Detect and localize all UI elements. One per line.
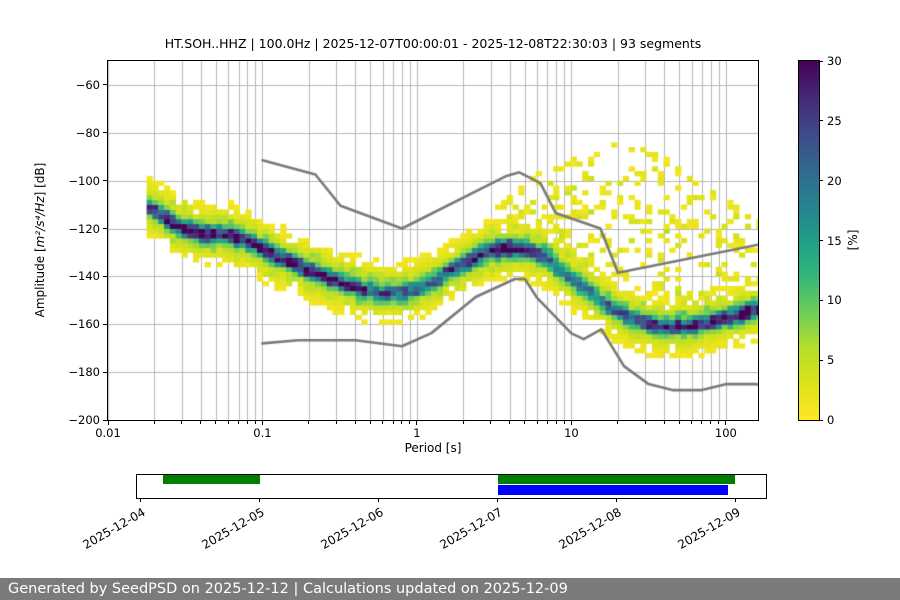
x-minor-tick xyxy=(701,421,703,424)
x-minor-tick xyxy=(335,421,337,424)
y-tick-label: −180 xyxy=(68,365,100,380)
colorbar-unit-label: [%] xyxy=(846,229,860,251)
x-tick xyxy=(107,421,109,425)
x-minor-tick xyxy=(215,421,217,424)
colorbar-tick xyxy=(819,120,823,122)
x-minor-tick xyxy=(710,421,712,424)
x-tick-label: 1 xyxy=(413,426,421,440)
x-minor-tick xyxy=(409,421,411,424)
footer-bar: Generated by SeedPSD on 2025-12-12 | Cal… xyxy=(0,578,900,600)
x-minor-tick xyxy=(308,421,310,424)
y-tick xyxy=(103,419,107,421)
x-minor-tick xyxy=(536,421,538,424)
x-minor-tick xyxy=(462,421,464,424)
x-minor-tick xyxy=(254,421,256,424)
y-tick-label: −200 xyxy=(68,413,100,427)
x-minor-tick xyxy=(555,421,557,424)
x-tick-label: 100 xyxy=(714,426,737,440)
x-tick xyxy=(416,421,418,425)
data-available-bar-2 xyxy=(497,475,736,484)
y-tick xyxy=(103,371,107,373)
x-minor-tick xyxy=(369,421,371,424)
x-minor-tick xyxy=(644,421,646,424)
ppsd-heatmap-canvas xyxy=(107,60,759,421)
x-tick-label: 10 xyxy=(564,426,579,440)
timeline-tick xyxy=(140,498,142,502)
timeline-tick xyxy=(259,498,261,502)
colorbar-tick-label: 25 xyxy=(827,113,842,128)
colorbar-tick xyxy=(819,299,823,301)
y-tick xyxy=(103,84,107,86)
x-tick-label: 0.1 xyxy=(253,426,272,440)
y-tick xyxy=(103,180,107,182)
x-minor-tick xyxy=(153,421,155,424)
x-minor-tick xyxy=(546,421,548,424)
colorbar-tick xyxy=(819,359,823,361)
x-minor-tick xyxy=(524,421,526,424)
timeline-date-label: 2025-12-09 xyxy=(674,505,743,552)
colorbar-tick xyxy=(819,240,823,241)
timeline-tick xyxy=(497,498,499,502)
x-minor-tick xyxy=(509,421,511,424)
x-tick xyxy=(570,421,572,425)
y-tick-label: −140 xyxy=(68,269,100,284)
x-minor-tick xyxy=(227,421,229,424)
y-tick-label: −160 xyxy=(68,317,100,332)
y-tick xyxy=(103,228,107,230)
psd-coverage-bar xyxy=(497,484,728,495)
x-tick-label: 0.01 xyxy=(95,426,121,440)
timeline-tick xyxy=(615,498,617,502)
x-minor-tick xyxy=(392,421,394,424)
x-minor-tick xyxy=(663,421,665,424)
x-minor-tick xyxy=(617,421,619,424)
colorbar-tick xyxy=(819,180,823,182)
x-minor-tick xyxy=(238,421,240,424)
x-minor-tick xyxy=(246,421,248,424)
x-minor-tick xyxy=(490,421,492,424)
colorbar-tick-label: 5 xyxy=(827,353,835,368)
x-minor-tick xyxy=(382,421,384,424)
y-tick xyxy=(103,323,107,325)
timeline-date-label: 2025-12-06 xyxy=(318,505,386,552)
colorbar-tick xyxy=(819,60,823,62)
x-minor-tick xyxy=(678,421,680,424)
x-minor-tick xyxy=(563,421,565,424)
colorbar-tick xyxy=(819,419,823,421)
timeline-date-label: 2025-12-05 xyxy=(199,505,267,552)
timeline-date-label: 2025-12-04 xyxy=(80,505,148,552)
timeline-tick xyxy=(734,498,736,502)
colorbar-tick-label: 15 xyxy=(827,233,842,248)
timeline-date-label: 2025-12-08 xyxy=(556,505,624,552)
x-tick xyxy=(261,421,263,425)
x-minor-tick xyxy=(401,421,403,424)
x-minor-tick xyxy=(181,421,183,424)
colorbar-tick-label: 0 xyxy=(827,413,835,427)
y-tick-label: −120 xyxy=(68,221,100,236)
y-tick-label: −100 xyxy=(68,173,100,188)
x-minor-tick xyxy=(200,421,202,424)
plot-title: HT.SOH..HHZ | 100.0Hz | 2025-12-07T00:00… xyxy=(164,36,702,51)
x-minor-tick xyxy=(718,421,720,424)
y-tick-label: −60 xyxy=(75,77,100,92)
colorbar-tick-label: 10 xyxy=(827,293,842,308)
timeline-tick xyxy=(378,498,380,502)
colorbar-tick-label: 20 xyxy=(827,173,842,188)
footer-text: Generated by SeedPSD on 2025-12-12 | Cal… xyxy=(8,581,568,597)
x-axis-label: Period [s] xyxy=(404,441,462,455)
colorbar-gradient xyxy=(798,60,820,421)
x-minor-tick xyxy=(354,421,356,424)
x-tick xyxy=(725,421,727,425)
colorbar-tick-label: 30 xyxy=(827,54,842,68)
y-tick xyxy=(103,275,107,277)
y-tick xyxy=(103,132,107,134)
y-tick-label: −80 xyxy=(75,125,100,140)
x-minor-tick xyxy=(691,421,693,424)
timeline-date-label: 2025-12-07 xyxy=(437,505,505,552)
data-available-bar-1 xyxy=(163,475,260,484)
